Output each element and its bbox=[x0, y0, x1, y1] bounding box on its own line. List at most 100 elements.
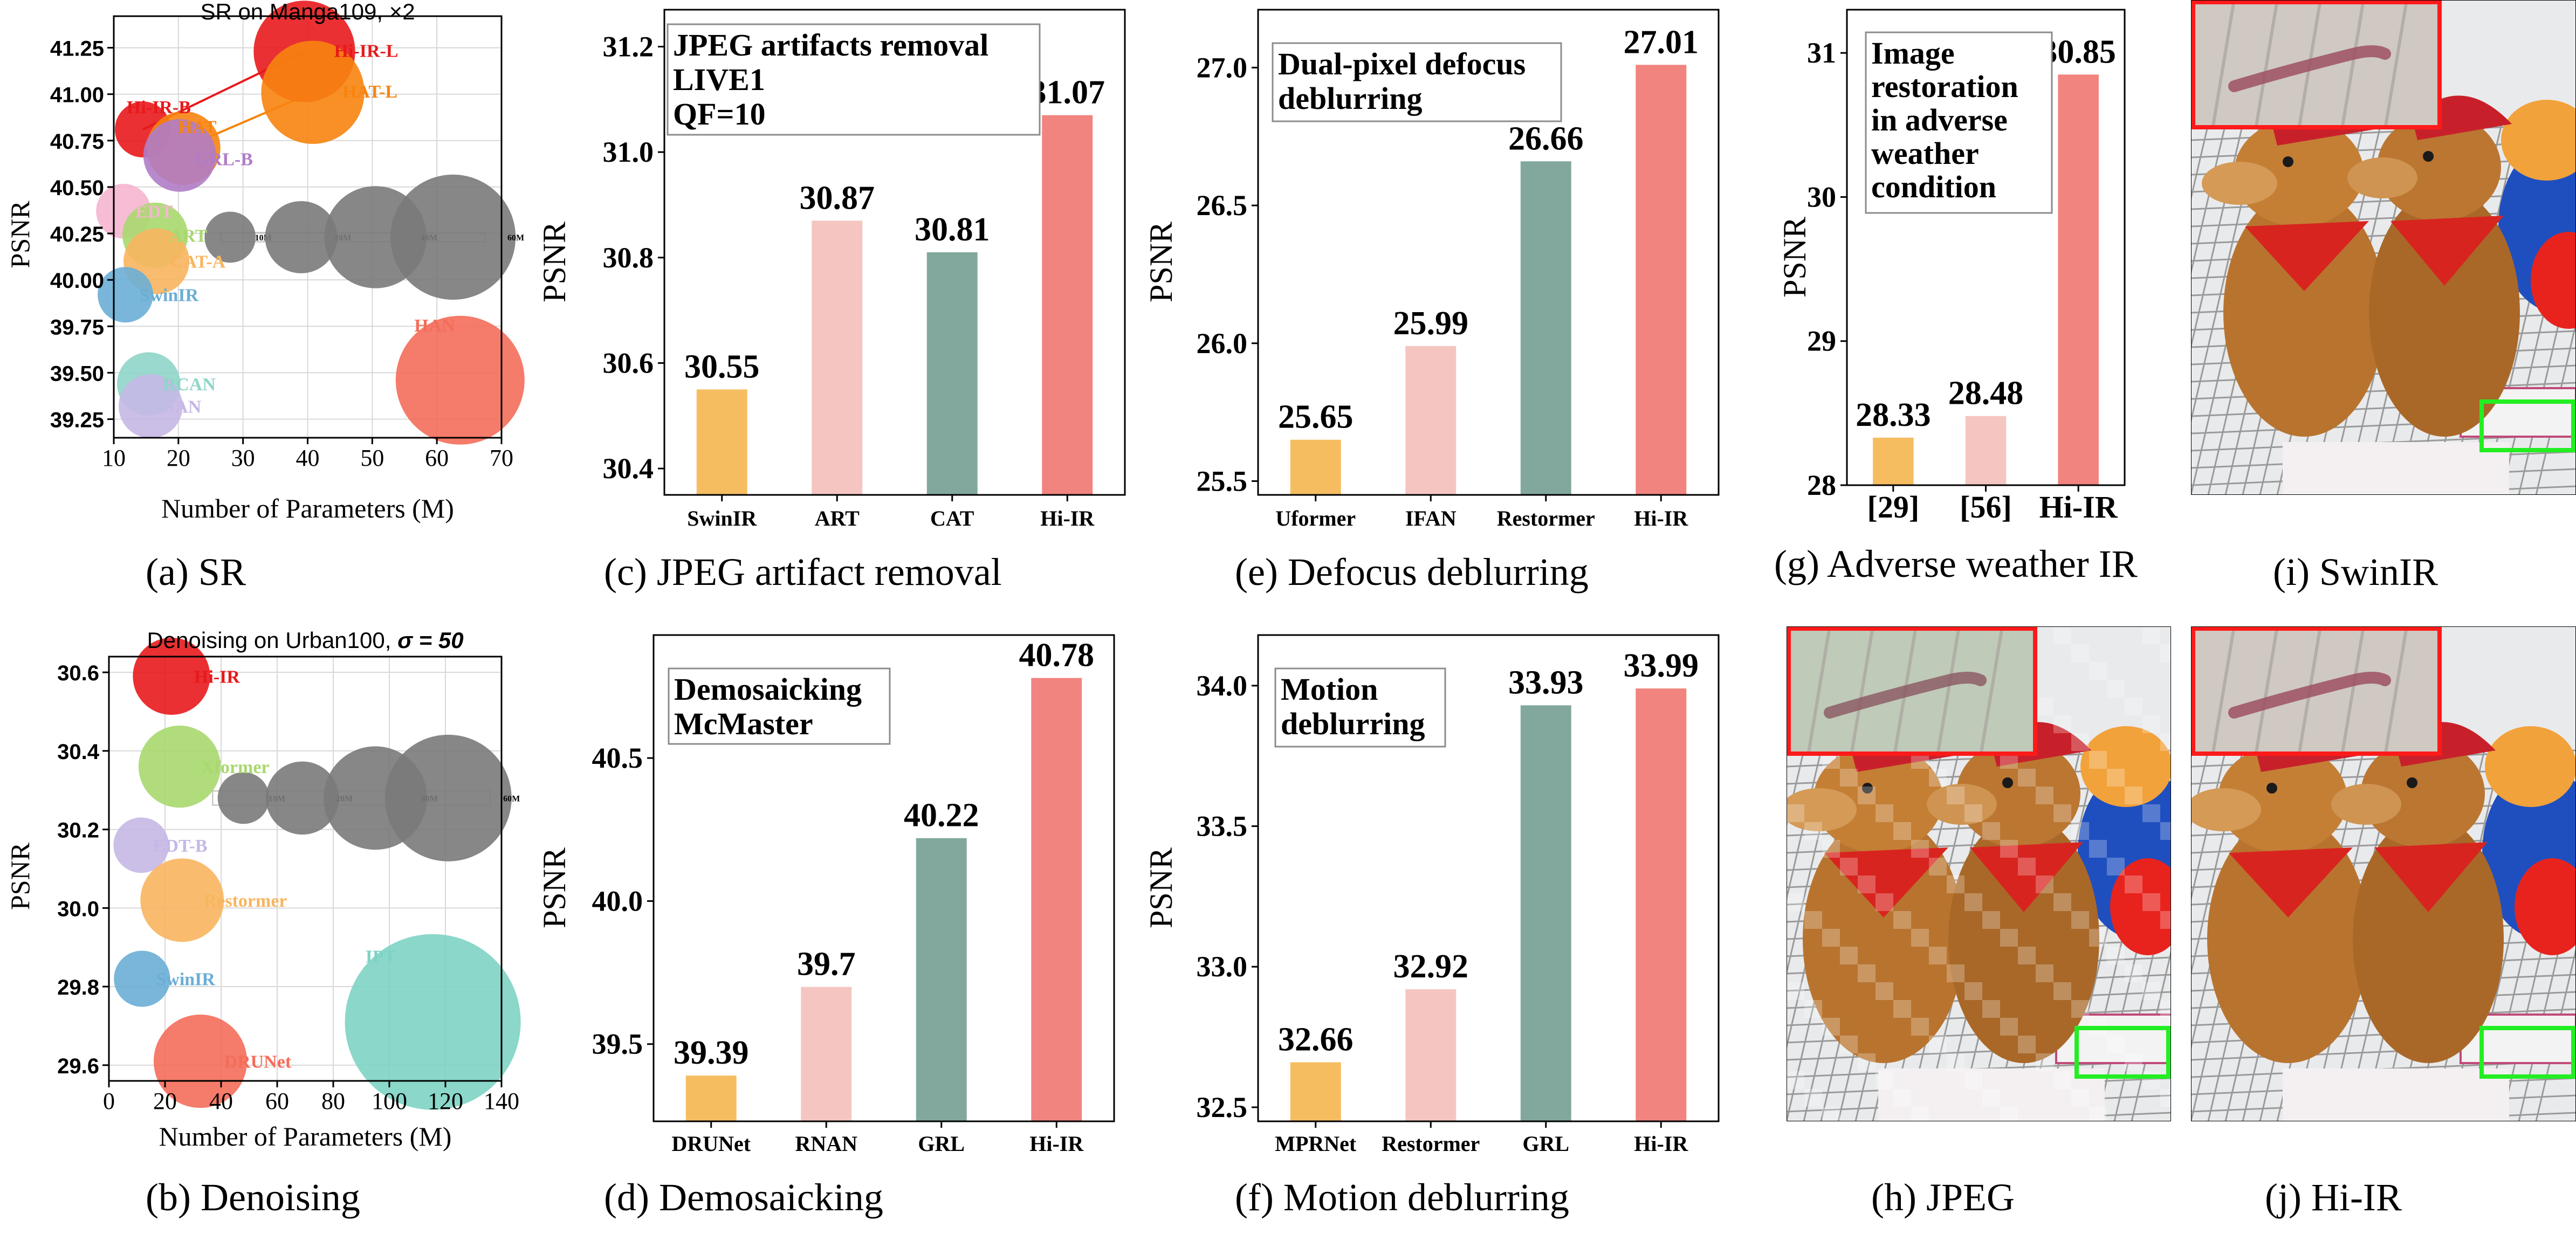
title-box-line: McMaster bbox=[674, 706, 813, 741]
x-tick-label: Hi-IR bbox=[1029, 1132, 1084, 1156]
jpeg-block bbox=[2125, 875, 2142, 893]
bar-value-label: 40.78 bbox=[1019, 637, 1095, 674]
title-box-line: Motion bbox=[1281, 672, 1378, 707]
caption: (h) JPEG bbox=[1871, 1176, 2015, 1219]
x-tick-label: Restormer bbox=[1382, 1132, 1480, 1156]
bar bbox=[812, 220, 862, 495]
y-tick-label: 30.4 bbox=[603, 452, 654, 485]
dog-snout bbox=[2202, 162, 2277, 205]
point-label: Xformer bbox=[201, 757, 269, 777]
x-tick-label: 10 bbox=[102, 445, 126, 471]
x-tick-label: Hi-IR bbox=[1040, 506, 1095, 530]
title-box-line: JPEG artifacts removal bbox=[673, 27, 988, 63]
jpeg-block bbox=[1893, 911, 1911, 929]
point-label: HAN bbox=[414, 316, 455, 336]
y-tick-label: 31.2 bbox=[603, 30, 654, 63]
jpeg-block bbox=[2071, 644, 2089, 662]
point-label: DRUNet bbox=[224, 1052, 292, 1072]
chart-b: 10M20M40M60MHi-IRXformerEDT-BRestormerSw… bbox=[5, 628, 521, 1219]
y-tick-label: 41.25 bbox=[50, 37, 104, 61]
caption: (g) Adverse weather IR bbox=[1774, 542, 2138, 585]
y-tick-label: 33.5 bbox=[1197, 810, 1248, 843]
jpeg-block bbox=[1929, 1036, 1947, 1053]
caption: (i) SwinIR bbox=[2273, 550, 2438, 594]
caption: (b) Denoising bbox=[146, 1176, 360, 1219]
y-tick-label: 26.5 bbox=[1197, 189, 1248, 222]
title-box-line: QF=10 bbox=[673, 96, 766, 132]
jpeg-block bbox=[1964, 804, 1982, 822]
bar-value-label: 30.81 bbox=[915, 211, 990, 248]
bar bbox=[1521, 705, 1571, 1121]
y-tick-label: 40.75 bbox=[50, 130, 104, 154]
jpeg-block bbox=[1947, 1053, 1964, 1071]
y-tick-label: 40.50 bbox=[50, 176, 104, 200]
point-label: Hi-IR-B bbox=[127, 98, 191, 118]
jpeg-block bbox=[2036, 875, 2053, 893]
jpeg-block bbox=[2053, 715, 2071, 733]
jpeg-block bbox=[2160, 1089, 2178, 1107]
jpeg-block bbox=[1893, 1000, 1911, 1018]
x-tick-label: CAT bbox=[930, 506, 974, 530]
point-label: SwinIR bbox=[156, 970, 215, 990]
jpeg-block bbox=[2142, 982, 2160, 1000]
jpeg-block bbox=[1804, 822, 1822, 840]
x-tick-label: 70 bbox=[490, 445, 513, 471]
image-panel-j bbox=[2105, 626, 2576, 1129]
x-tick-label: 100 bbox=[372, 1088, 407, 1114]
bar-value-label: 32.66 bbox=[1278, 1022, 1354, 1058]
chart-title-text: Denoising on Urban100, bbox=[147, 628, 397, 653]
point-label: ART bbox=[169, 226, 208, 246]
bar bbox=[927, 252, 978, 495]
x-axis-label: Number of Parameters (M) bbox=[161, 493, 454, 523]
y-tick-label: 29.8 bbox=[57, 976, 99, 999]
x-tick-label: Hi-IR bbox=[1634, 506, 1688, 530]
jpeg-block bbox=[1787, 804, 1804, 822]
caption: (a) SR bbox=[146, 550, 246, 594]
jpeg-block bbox=[1787, 893, 1804, 911]
jpeg-block bbox=[2160, 644, 2178, 662]
bar bbox=[1636, 688, 1686, 1121]
jpeg-block bbox=[2036, 964, 2053, 982]
jpeg-block bbox=[1858, 875, 1876, 893]
y-tick-label: 30.2 bbox=[57, 819, 99, 843]
x-tick-label: DRUNet bbox=[671, 1132, 751, 1156]
y-tick-label: 30.6 bbox=[603, 347, 654, 379]
jpeg-block bbox=[1982, 911, 2000, 929]
x-tick-label: RNAN bbox=[795, 1132, 857, 1156]
size-legend-label: 60M bbox=[503, 794, 520, 803]
title-box-line: in adverse bbox=[1871, 102, 2008, 137]
jpeg-block bbox=[2000, 840, 2018, 858]
bar-value-label: 26.66 bbox=[1508, 120, 1584, 157]
jpeg-block bbox=[1822, 1107, 1840, 1125]
dog-eye bbox=[2407, 777, 2417, 788]
jpeg-block bbox=[2160, 733, 2178, 751]
jpeg-block bbox=[1876, 1071, 1893, 1089]
x-tick-label: GRL bbox=[1522, 1132, 1569, 1156]
y-tick-label: 28 bbox=[1807, 469, 1836, 501]
y-tick-label: 30 bbox=[1807, 181, 1836, 213]
jpeg-block bbox=[1858, 787, 1876, 804]
x-tick-label: Uformer bbox=[1275, 506, 1356, 530]
inset-texture bbox=[1765, 626, 1787, 756]
y-tick-label: 39.75 bbox=[50, 315, 104, 339]
jpeg-block bbox=[1893, 822, 1911, 840]
jpeg-block bbox=[2000, 929, 2018, 947]
y-axis-label: PSNR bbox=[1777, 217, 1812, 298]
jpeg-block bbox=[2089, 751, 2107, 769]
jpeg-block bbox=[2089, 1107, 2107, 1125]
point-label: IPT bbox=[366, 947, 396, 967]
jpeg-block bbox=[2071, 911, 2089, 929]
jpeg-block bbox=[2053, 982, 2071, 1000]
jpeg-block bbox=[1929, 769, 1947, 787]
point-label: CAT-A bbox=[170, 252, 225, 272]
size-legend-bubble bbox=[385, 735, 512, 861]
jpeg-block bbox=[1876, 982, 1893, 1000]
image-panel-h bbox=[1700, 626, 2218, 1129]
image-panel-i bbox=[2105, 0, 2576, 502]
jpeg-block bbox=[1858, 1053, 1876, 1071]
jpeg-block bbox=[1964, 982, 1982, 1000]
wire-grid-line bbox=[2105, 124, 2191, 495]
bar bbox=[1290, 440, 1341, 495]
jpeg-block bbox=[2053, 804, 2071, 822]
jpeg-block bbox=[1840, 1036, 1858, 1053]
